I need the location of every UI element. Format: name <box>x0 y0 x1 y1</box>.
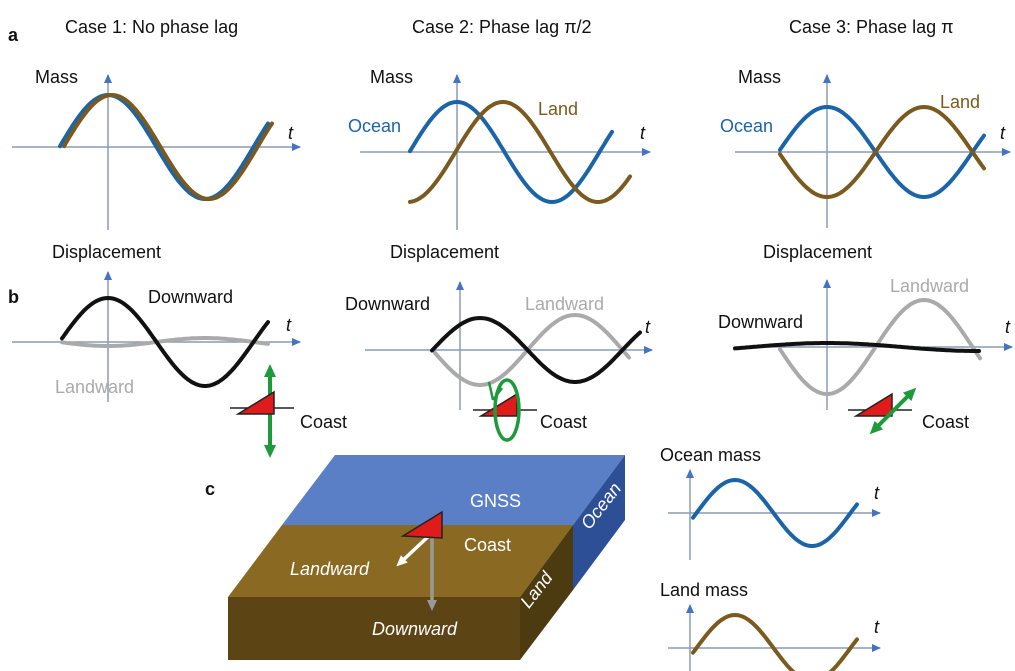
landward-label: Landward <box>290 559 370 579</box>
coast-label: Coast <box>922 412 969 432</box>
gnss-marker <box>400 510 443 539</box>
time-label: t <box>286 315 292 335</box>
panel-label: b <box>8 287 19 307</box>
land-side <box>520 525 573 660</box>
panel-label: c <box>205 479 215 499</box>
displacement-label: Displacement <box>763 242 872 262</box>
downward-label: Downward <box>718 312 803 332</box>
ocean-label: Ocean <box>348 116 401 136</box>
landward-label: Landward <box>525 294 604 314</box>
gnss-marker <box>478 392 518 417</box>
displacement-label: Displacement <box>390 242 499 262</box>
time-label: t <box>874 483 880 503</box>
time-label: t <box>874 617 880 637</box>
time-label: t <box>640 123 646 143</box>
ocean-top <box>282 455 625 525</box>
mass-label: Mass <box>35 67 78 87</box>
displacement-curve <box>430 315 642 384</box>
mass-curve <box>778 104 986 199</box>
displacement-curve <box>778 297 982 396</box>
displacement-curve <box>433 312 631 387</box>
mass-curve <box>62 92 274 201</box>
coast-label: Coast <box>300 412 347 432</box>
motion-loop-arrow <box>487 381 503 401</box>
motion-arrow <box>869 387 917 435</box>
ocean-label: Ocean <box>720 116 773 136</box>
inset-label: Land mass <box>660 580 748 600</box>
downward-label: Downward <box>372 619 458 639</box>
gnss-landward-arrow <box>396 531 434 567</box>
displacement-curve <box>60 295 270 388</box>
land-front <box>228 597 520 660</box>
panel-label: a <box>8 25 19 45</box>
motion-loop <box>493 378 521 442</box>
land-label: Land <box>538 99 578 119</box>
mass-label: Mass <box>370 67 413 87</box>
time-label: t <box>1005 317 1011 337</box>
ocean-side <box>573 455 625 590</box>
case-title: Case 1: No phase lag <box>65 17 238 37</box>
mass-curve <box>58 92 270 201</box>
coast-label: Coast <box>464 535 511 555</box>
downward-label: Downward <box>345 294 430 314</box>
inset-label: Ocean mass <box>660 445 761 465</box>
case-title: Case 3: Phase lag π <box>789 17 954 37</box>
displacement-curve <box>60 336 270 348</box>
mass-curve <box>408 100 614 205</box>
mass-curve <box>691 612 859 671</box>
mass-curve <box>691 477 859 548</box>
time-label: t <box>1000 123 1006 143</box>
gnss-label: GNSS <box>470 491 521 511</box>
time-label: t <box>288 123 294 143</box>
mass-label: Mass <box>738 67 781 87</box>
gnss-marker <box>235 390 275 415</box>
downward-label: Downward <box>148 287 233 307</box>
mass-curve <box>778 105 986 200</box>
landward-label: Landward <box>55 377 134 397</box>
land-label: Land <box>940 92 980 112</box>
case-title: Case 2: Phase lag π/2 <box>412 17 592 37</box>
mass-curve <box>408 100 632 205</box>
landward-label: Landward <box>890 276 969 296</box>
displacement-label: Displacement <box>52 242 161 262</box>
coast-label: Coast <box>540 412 587 432</box>
gnss-marker <box>853 392 893 417</box>
time-label: t <box>645 317 651 337</box>
displacement-curve <box>733 341 981 353</box>
